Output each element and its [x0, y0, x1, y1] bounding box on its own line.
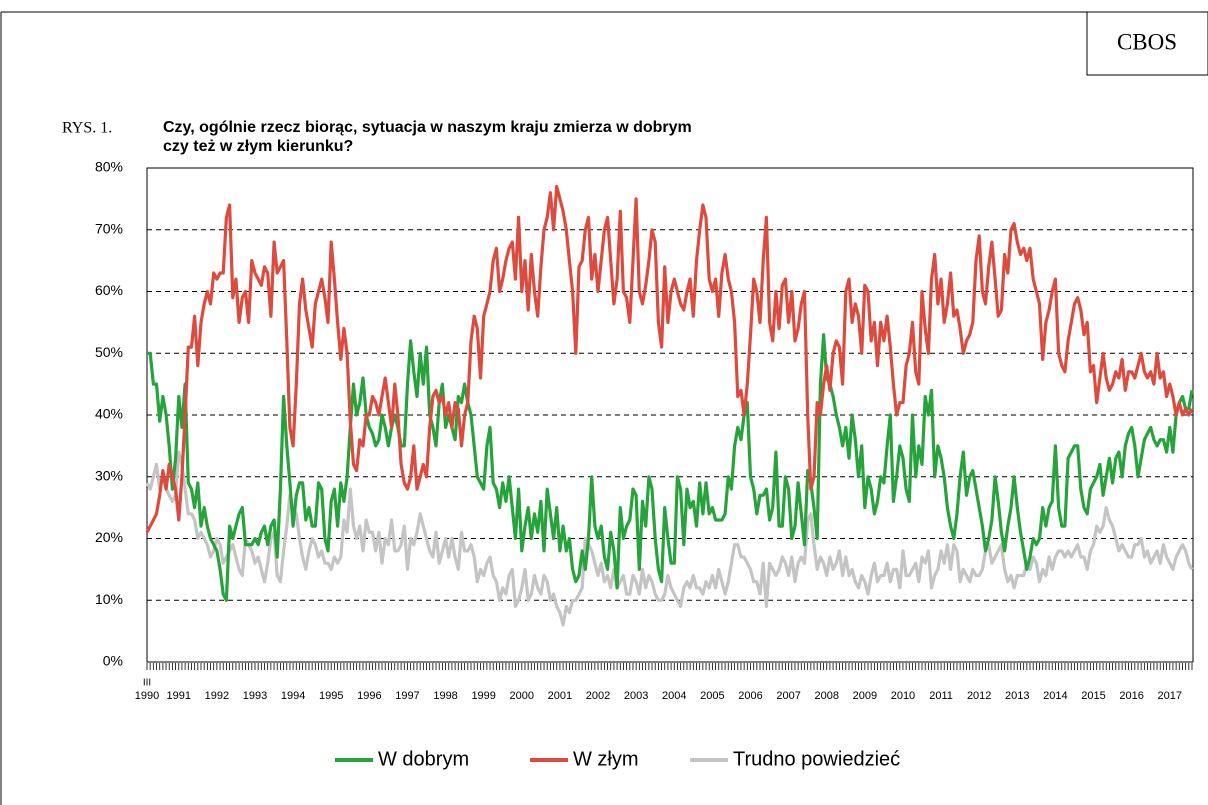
- x-tick-label: 1995: [319, 690, 343, 702]
- series-line: [145, 450, 1194, 627]
- y-tick-label: 30%: [95, 467, 123, 483]
- x-tick-label: 2016: [1119, 690, 1143, 702]
- figure-label: RYS. 1.: [62, 120, 112, 137]
- chart-title: czy też w złym kierunku?: [163, 138, 353, 155]
- x-tick-label: 2015: [1081, 690, 1105, 702]
- legend-label: Trudno powiedzieć: [733, 748, 900, 770]
- x-tick-label: 1997: [395, 690, 419, 702]
- x-tick-label: 2002: [586, 690, 610, 702]
- x-tick-label: 2008: [814, 690, 838, 702]
- y-tick-label: 40%: [95, 406, 123, 422]
- x-tick-label: 2007: [776, 690, 800, 702]
- x-tick-label: 1996: [357, 690, 381, 702]
- x-tick-label: 2005: [700, 690, 724, 702]
- x-tick-label: 2011: [929, 690, 953, 702]
- x-tick-label: 2000: [510, 690, 534, 702]
- x-tick-label: 1991: [167, 690, 191, 702]
- series-line: [147, 333, 1194, 602]
- brand: CBOS: [1117, 29, 1177, 54]
- legend-label: W złym: [573, 748, 639, 770]
- y-tick-label: 0%: [103, 653, 123, 669]
- chart-title: Czy, ogólnie rzecz biorąc, sytuacja w na…: [163, 119, 692, 136]
- x-tick-label: 2004: [662, 690, 686, 702]
- y-tick-label: 60%: [95, 282, 123, 298]
- y-tick-label: 20%: [95, 529, 123, 545]
- x-tick-label: 1993: [243, 690, 267, 702]
- x-tick-label: 2017: [1158, 690, 1182, 702]
- y-tick-label: 10%: [95, 591, 123, 607]
- x-tick-label: 2012: [967, 690, 991, 702]
- y-tick-label: 70%: [95, 220, 123, 236]
- legend-label: W dobrym: [378, 748, 469, 770]
- x-tick-label: 1992: [205, 690, 229, 702]
- x-start-label: III: [143, 678, 151, 689]
- brand-box: [1086, 11, 1208, 76]
- x-tick-label: 2003: [624, 690, 648, 702]
- x-tick-label: 2001: [548, 690, 572, 702]
- x-tick-label: 2006: [738, 690, 762, 702]
- y-tick-label: 50%: [95, 344, 123, 360]
- x-tick-label: 2013: [1005, 690, 1029, 702]
- x-tick-label: 1999: [471, 690, 495, 702]
- series-line: [145, 184, 1194, 534]
- x-tick-label: 1994: [281, 690, 305, 702]
- x-tick-label: 2010: [891, 690, 915, 702]
- x-tick-label: 2014: [1043, 690, 1067, 702]
- y-tick-label: 80%: [95, 159, 123, 175]
- x-tick-label: 1990: [135, 690, 159, 702]
- x-tick-label: 1998: [433, 690, 457, 702]
- x-tick-label: 2009: [853, 690, 877, 702]
